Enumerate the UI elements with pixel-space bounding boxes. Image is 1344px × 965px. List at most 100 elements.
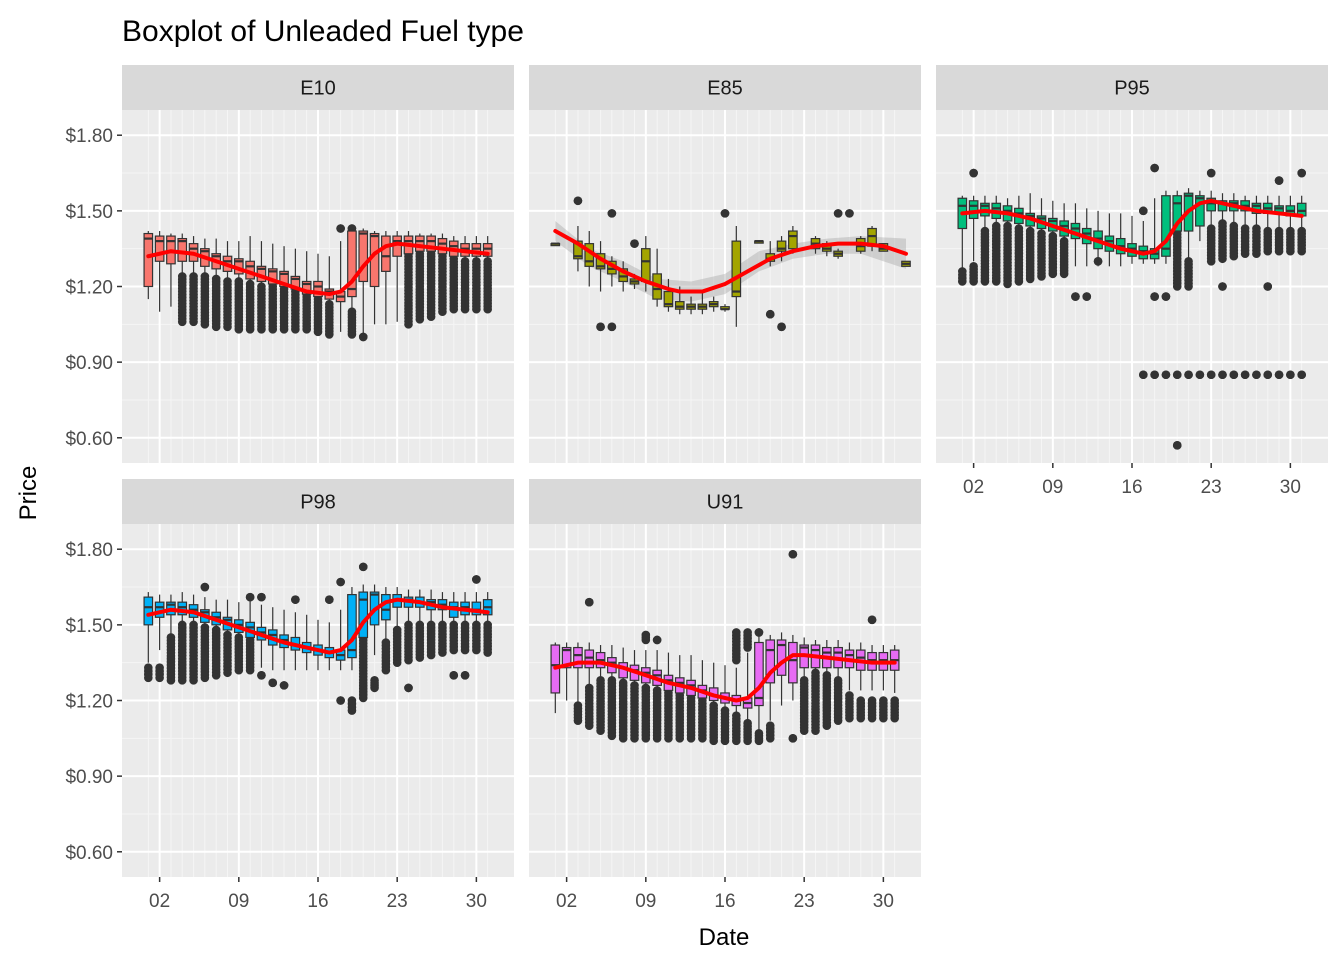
box xyxy=(573,646,583,669)
x-tick-label: 16 xyxy=(1121,477,1142,498)
y-axis-label: Price xyxy=(15,466,42,521)
outlier-point xyxy=(1229,370,1239,380)
x-tick-label: 16 xyxy=(714,891,735,912)
outlier-point xyxy=(845,209,854,218)
y-tick-label: $1.20 xyxy=(65,692,113,713)
box xyxy=(177,237,188,262)
outlier-point xyxy=(370,676,379,685)
outlier-point xyxy=(879,696,888,705)
box xyxy=(788,230,798,250)
strip-label: P95 xyxy=(1114,78,1150,100)
outlier-point xyxy=(969,168,978,178)
outlier-point xyxy=(1297,370,1306,380)
outlier-point xyxy=(257,592,266,602)
x-axis-label: Date xyxy=(699,924,750,951)
y-tick-label: $1.50 xyxy=(65,616,113,637)
outlier-point xyxy=(1263,370,1273,380)
outlier-point xyxy=(268,678,278,688)
x-tick-label: 23 xyxy=(1201,477,1222,498)
y-tick-label: $0.60 xyxy=(65,429,113,450)
box xyxy=(143,232,154,288)
facet-e85: E85 xyxy=(529,65,921,463)
outlier-point xyxy=(1172,441,1182,450)
x-tick-label: 09 xyxy=(228,891,249,912)
facet-p95: P95 02 09 16 23 30 xyxy=(936,65,1328,498)
facet-e10: E10 $0.60 $0.90 $1.20 $1.50 $1.80 xyxy=(65,65,514,463)
strip-background xyxy=(529,65,921,110)
x-tick-label: 30 xyxy=(1280,477,1301,498)
strip-label: P98 xyxy=(300,492,336,514)
strip-label: E85 xyxy=(707,78,743,100)
outlier-point xyxy=(867,615,877,625)
facet-panels: E10 $0.60 $0.90 $1.20 $1.50 $1.80 E85 P95 02 09 16… xyxy=(65,65,1328,912)
smooth-line xyxy=(553,229,908,294)
outlier-point xyxy=(1240,370,1250,380)
box xyxy=(754,641,764,707)
outlier-point xyxy=(1218,370,1227,380)
smooth-line xyxy=(146,241,490,297)
outlier-point xyxy=(1274,176,1284,185)
outlier-point xyxy=(969,262,978,271)
x-tick-label: 09 xyxy=(1042,477,1063,498)
outlier-point xyxy=(1263,282,1273,291)
box xyxy=(640,248,651,283)
outlier-point xyxy=(743,628,752,637)
box xyxy=(674,301,685,310)
box xyxy=(471,243,482,257)
outlier-point xyxy=(573,196,583,206)
x-tick-label: 02 xyxy=(556,891,577,912)
outlier-point xyxy=(1172,370,1182,380)
outlier-point xyxy=(765,721,775,731)
outlier-point xyxy=(573,701,583,710)
outlier-point xyxy=(1082,292,1092,301)
outlier-point xyxy=(1150,163,1159,173)
outlier-point xyxy=(584,597,594,607)
box xyxy=(177,601,188,616)
strip-background xyxy=(122,479,514,524)
outlier-point xyxy=(449,670,459,680)
box xyxy=(381,593,391,621)
box xyxy=(561,646,572,669)
y-tick-label: $1.80 xyxy=(65,540,113,561)
outlier-point xyxy=(1218,282,1227,291)
box xyxy=(279,270,289,288)
x-tick-label: 30 xyxy=(873,891,894,912)
outlier-point xyxy=(1206,168,1216,178)
smooth-line xyxy=(553,653,897,703)
outlier-point xyxy=(788,549,798,559)
outlier-point xyxy=(347,696,357,705)
y-tick-label: $1.20 xyxy=(65,278,113,299)
box xyxy=(573,240,583,260)
box xyxy=(347,230,357,298)
smooth-line xyxy=(146,597,490,655)
outlier-point xyxy=(336,696,345,705)
outlier-point xyxy=(279,681,289,690)
x-tick-label: 23 xyxy=(387,891,408,912)
y-tick-label: $0.60 xyxy=(65,843,113,864)
outlier-point xyxy=(1195,370,1205,380)
outlier-point xyxy=(754,628,764,637)
box xyxy=(584,649,595,669)
box xyxy=(1195,195,1205,227)
box xyxy=(301,280,312,295)
outlier-point xyxy=(607,322,617,332)
box xyxy=(663,290,674,308)
outlier-point xyxy=(358,332,368,342)
box xyxy=(1206,197,1217,212)
box xyxy=(765,639,776,684)
outlier-point xyxy=(1297,168,1306,178)
y-tick-label: $1.50 xyxy=(65,202,113,223)
box xyxy=(143,596,154,626)
outlier-point xyxy=(245,592,255,602)
box xyxy=(731,240,742,298)
chart-title: Boxplot of Unleaded Fuel type xyxy=(122,15,524,48)
y-tick-label: $0.90 xyxy=(65,353,113,374)
strip-background xyxy=(529,479,921,524)
outlier-point xyxy=(788,734,798,743)
outlier-point xyxy=(765,309,775,319)
outlier-point xyxy=(336,224,345,233)
box xyxy=(1161,195,1171,257)
outlier-point xyxy=(1184,370,1193,380)
